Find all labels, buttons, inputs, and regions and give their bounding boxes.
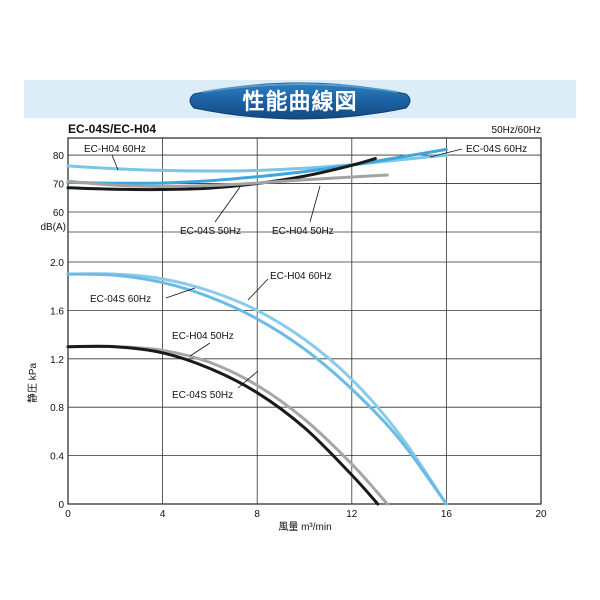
x-axis-label: 風量 m³/min — [278, 521, 331, 533]
pressure-series-line — [66, 344, 380, 506]
noise-tick-label: 80 — [53, 151, 65, 162]
callout-leader-line — [189, 342, 211, 357]
series-callout-label: EC-04S 50Hz — [172, 390, 233, 401]
series-callout-label: EC-H04 60Hz — [270, 271, 332, 282]
series-callout-label: EC-04S 60Hz — [466, 144, 527, 155]
noise-series-line — [66, 147, 448, 185]
pressure-tick-label: 1.2 — [50, 355, 64, 366]
callout-leader-line — [247, 278, 269, 301]
pressure-tick-label: 0.4 — [50, 452, 64, 463]
page-title: 性能曲線図 — [242, 90, 358, 115]
x-tick-label: 12 — [346, 509, 358, 520]
pressure-y-axis-label: 静圧 kPa — [26, 363, 39, 403]
x-tick-label: 16 — [441, 509, 453, 520]
noise-series-line — [66, 153, 448, 173]
pressure-series-line — [66, 272, 448, 506]
callout-leader-line — [111, 154, 119, 171]
series-callout-label: EC-H04 60Hz — [84, 144, 146, 155]
noise-series-line — [66, 157, 377, 192]
title-badge: 性能曲線図 — [188, 78, 412, 122]
pressure-tick-label: 1.6 — [50, 306, 64, 317]
plot-frame — [67, 137, 542, 505]
noise-series-line — [66, 173, 389, 188]
series-callout-label: EC-H04 50Hz — [272, 226, 334, 237]
pressure-tick-label: 2.0 — [50, 258, 64, 269]
chart-title: EC-04S/EC-H04 — [68, 122, 156, 136]
series-callout-label: EC-H04 50Hz — [172, 331, 234, 342]
pressure-series-line — [66, 344, 389, 506]
callout-leader-line — [214, 186, 241, 223]
callout-leader-line — [429, 148, 463, 158]
pressure-tick-label: 0.8 — [50, 403, 64, 414]
callout-leader-line — [309, 185, 321, 223]
pressure-series-line — [66, 272, 448, 506]
series-callout-label: EC-04S 50Hz — [180, 226, 241, 237]
noise-y-axis-label: dB(A) — [40, 222, 66, 233]
chart-subtitle: 50Hz/60Hz — [492, 125, 541, 136]
chart-panel — [24, 74, 576, 534]
pressure-tick-label: 0 — [58, 500, 64, 511]
x-tick-label: 4 — [160, 509, 166, 520]
title-badge-shape — [189, 82, 411, 120]
noise-tick-label: 60 — [53, 208, 65, 219]
callout-leader-line — [165, 287, 196, 299]
x-tick-label: 0 — [65, 509, 71, 520]
noise-tick-label: 70 — [53, 180, 65, 191]
callout-leader-line — [237, 370, 259, 389]
series-callout-label: EC-04S 60Hz — [90, 294, 151, 305]
x-tick-label: 20 — [535, 509, 547, 520]
x-tick-label: 8 — [254, 509, 260, 520]
